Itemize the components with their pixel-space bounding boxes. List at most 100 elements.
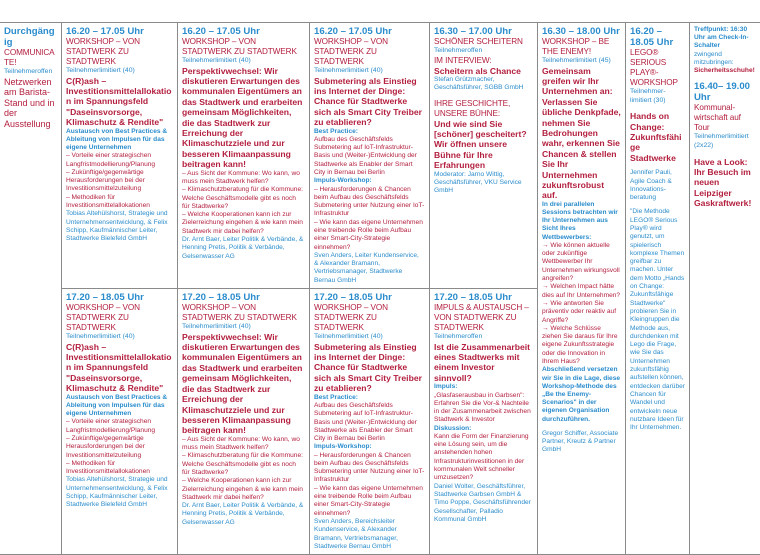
speaker-info: Dr. Arnt Baer, Leiter Politik & Verbände…	[182, 236, 304, 260]
session-type: WORKSHOP – VON STADTWERK ZU STADTWERK	[66, 303, 140, 333]
participation-badge: Teilnehmerlimitiert (45)	[542, 57, 611, 64]
session-description: – Herausforderungen & Chancen beim Aufba…	[314, 185, 425, 251]
session-title: Ist die Zusammenarbeit eines Stadtwerks …	[434, 341, 530, 383]
session-type: WORKSHOP – VON STADTWERK ZU STADTWERK	[314, 303, 388, 333]
session-time: 16.30 – 17.00 Uhr	[434, 26, 512, 37]
session-title: Gemeinsam greifen wir Ihr Unternehmen an…	[542, 65, 621, 201]
session-be-the-enemy: 16.30 – 18.00 Uhr WORKSHOP – BE THE ENEMY…	[537, 22, 626, 555]
session-crash-1620: 16.20 – 17.05 Uhr WORKSHOP – VON STADTWER…	[61, 22, 178, 290]
speaker-info: "Die Methode LEGO® Serious Play® wird ge…	[630, 208, 685, 432]
speaker-info: Tobias Altehülshorst, Strategie und Unte…	[66, 210, 168, 243]
speaker-info: zwingend mitzubringen:	[694, 50, 734, 66]
session-time: 16.20 – 18.05 Uhr	[630, 26, 674, 48]
session-title: Have a Look: Ihr Besuch im neuen Leipzig…	[694, 156, 752, 209]
section-lead: Abschließend versetzen wir Sie in die La…	[542, 366, 621, 423]
session-type: Kommunal-wirtschaft auf Tour	[694, 103, 741, 133]
section-lead: Best Practice:	[314, 127, 358, 135]
session-description: Kann die Form der Finanzierung eine Lösu…	[434, 432, 529, 482]
speaker-info: Daniel Wolter, Geschäftsführer, Stadtwer…	[434, 482, 531, 523]
section-lead: Austausch von Best Practices & Ableitung…	[66, 393, 168, 418]
session-time: 16.20 – 17.05 Uhr	[66, 26, 144, 37]
session-type: WORKSHOP – VON STADTWERK ZU STADTWERK	[66, 37, 140, 66]
session-crash-1720: 17.20 – 18.05 Uhr WORKSHOP – VON STADTWER…	[61, 288, 178, 555]
participation-badge: Teilnehmeroffen	[434, 47, 483, 54]
session-title: Submetering als Einstieg ins Internet de…	[314, 341, 422, 394]
session-title: Submetering als Einstieg ins Internet de…	[314, 75, 422, 128]
session-description: → Wie können aktuelle oder zukünftige We…	[542, 241, 621, 366]
section-lead: Impuls-Workshop:	[314, 177, 372, 185]
session-time: Durchgängig	[4, 26, 55, 48]
session-title: Perspektivwechsel: Wir diskutieren Erwar…	[182, 331, 303, 436]
session-description: Aufbau des Geschäftsfelds Submetering au…	[314, 135, 417, 177]
session-lego-serious-play: 16.20 – 18.05 Uhr LEGO® Serious Play®-Wor…	[625, 22, 690, 555]
speaker-info: Sven Anders, Bereichsleiter Kundenservic…	[314, 517, 398, 550]
session-type: SCHÖNER SCHEITERN	[434, 37, 523, 46]
session-description: „Glasfaserausbau in Garbsen": Erfahren S…	[434, 391, 531, 424]
session-time: 16.30 – 18.00 Uhr	[542, 26, 620, 37]
section-lead: Impuls-Workshop:	[314, 443, 372, 451]
session-time: 17.20 – 18.05 Uhr	[66, 292, 144, 304]
section-lead: Impuls:	[434, 383, 458, 391]
session-description: – Aus Sicht der Kommune: Wo kann, wo mus…	[182, 435, 303, 501]
session-time: 17.20 – 18.05 Uhr	[182, 292, 260, 304]
speaker-info: Sven Anders, Leiter Kundenservice, & Ale…	[314, 251, 419, 284]
section-lead: Diskussion:	[434, 424, 472, 432]
session-title: Perspektivwechsel: Wir diskutieren Erwar…	[182, 65, 303, 170]
required-note: Sicherheitsschuhe!	[694, 67, 755, 75]
session-type: WORKSHOP – VON STADTWERK ZU STADTWERK	[182, 303, 297, 323]
speaker-info: Tobias Altehülshorst, Strategie und Unte…	[66, 476, 168, 509]
session-type: LEGO® Serious Play®-Workshop	[630, 48, 678, 87]
session-investor-impuls: 17.20 – 18.05 Uhr IMPULS & AUSTAUSCH – VO…	[429, 288, 538, 555]
session-title: Scheitern als Chance	[434, 65, 521, 76]
speaker-info: Moderator: Jarno Wittig, Geschäftsführer…	[434, 170, 522, 195]
agenda-grid: Durchgängig COMMUNICATE! Teilnehmeroffen Ne…	[0, 22, 760, 555]
participation-badge: Teilnehmerlimitiert (40)	[314, 67, 383, 74]
session-title: C(R)ash – Investitionsmittelallokation i…	[66, 75, 172, 128]
session-type: IMPULS & AUSTAUSCH – VON STADTWERK ZU ST…	[434, 303, 529, 333]
session-description: – Vorteile einer strategischen Langfrist…	[66, 152, 156, 210]
session-type: WORKSHOP – VON STADTWERK ZU STADTWERK	[182, 37, 297, 56]
session-type: IHRE GESCHICHTE, UNSERE BÜHNE:	[434, 98, 511, 118]
session-schoener-scheitern: 16.30 – 17.00 Uhr SCHÖNER SCHEITERN Teilne…	[429, 22, 538, 290]
session-type: IM INTERVIEW:	[434, 55, 492, 65]
session-title: Hands on Change: Zukunftsfähige Stadtwer…	[630, 111, 682, 163]
session-description: – Herausforderungen & Chancen beim Aufba…	[314, 451, 425, 517]
participation-badge: Teilnehmerlimitiert (40)	[66, 333, 135, 341]
participation-badge: Teilnehmeroffen	[434, 333, 483, 341]
section-lead: Treffpunkt: 16:30 Uhr am Check-In-Schalt…	[694, 26, 749, 50]
session-type: COMMUNICATE!	[4, 48, 55, 67]
session-time: 16.20 – 17.05 Uhr	[182, 26, 260, 37]
session-title: C(R)ash – Investitionsmittelallokation i…	[66, 341, 172, 394]
session-submetering-1720: 17.20 – 18.05 Uhr WORKSHOP – VON STADTWER…	[309, 288, 430, 555]
section-lead: Best Practice:	[314, 393, 358, 401]
session-time: 17.20 – 18.05 Uhr	[434, 292, 512, 304]
speaker-info: Dr. Arnt Baer, Leiter Politik & Verbände…	[182, 502, 304, 526]
speaker-info: Gregor Schiffer, Associate Partner, Kreu…	[542, 429, 619, 454]
session-type: WORKSHOP – VON STADTWERK ZU STADTWERK	[314, 37, 388, 66]
speaker-info: Stefan Grützmacher, Geschäftsführer, SGB…	[434, 76, 524, 92]
session-kommunalwirtschaft-tour: Treffpunkt: 16:30 Uhr am Check-In-Schalt…	[689, 22, 760, 555]
session-description: – Vorteile einer strategischen Langfrist…	[66, 418, 156, 476]
session-time: 17.20 – 18.05 Uhr	[314, 292, 392, 304]
participation-badge: Teilnehmerlimitiert (40)	[66, 67, 135, 74]
session-description: – Aus Sicht der Kommune: Wo kann, wo mus…	[182, 169, 303, 235]
section-lead: Austausch von Best Practices & Ableitung…	[66, 127, 168, 152]
session-time: 16.20 – 17.05 Uhr	[314, 26, 392, 37]
participation-badge: Teilnehmeroffen	[4, 68, 53, 75]
session-title: Netzwerken am Barista-Stand und in der A…	[4, 76, 55, 129]
session-communicate: Durchgängig COMMUNICATE! Teilnehmeroffen Ne…	[0, 22, 62, 555]
session-submetering-1620: 16.20 – 17.05 Uhr WORKSHOP – VON STADTWER…	[309, 22, 430, 290]
speaker-info: Jennifer Pauli, Agile Coach & Innovation…	[630, 169, 672, 202]
session-time: 16.40– 19.00 Uhr	[694, 81, 751, 104]
participation-badge: Teilnehmer-limitiert (30)	[630, 88, 666, 104]
participation-badge: Teilnehmerlimitiert (40)	[182, 323, 251, 331]
participation-badge: Teilnehmerlimitiert (40)	[314, 333, 383, 341]
section-lead: In drei parallelen Sessions betrachten w…	[542, 200, 618, 241]
session-title: Und wie sind Sie [schöner] gescheitert? …	[434, 118, 527, 171]
participation-badge: Teilnehmerlimitiert (40)	[182, 57, 251, 64]
session-description: Aufbau des Geschäftsfelds Submetering au…	[314, 401, 417, 443]
session-perspektivwechsel-1620: 16.20 – 17.05 Uhr WORKSHOP – VON STADTWER…	[177, 22, 310, 290]
session-perspektivwechsel-1720: 17.20 – 18.05 Uhr WORKSHOP – VON STADTWER…	[177, 288, 310, 555]
session-type: WORKSHOP – BE THE ENEMY!	[542, 37, 610, 56]
participation-badge: Teilnehmerlimitiert (2x22)	[694, 133, 749, 149]
